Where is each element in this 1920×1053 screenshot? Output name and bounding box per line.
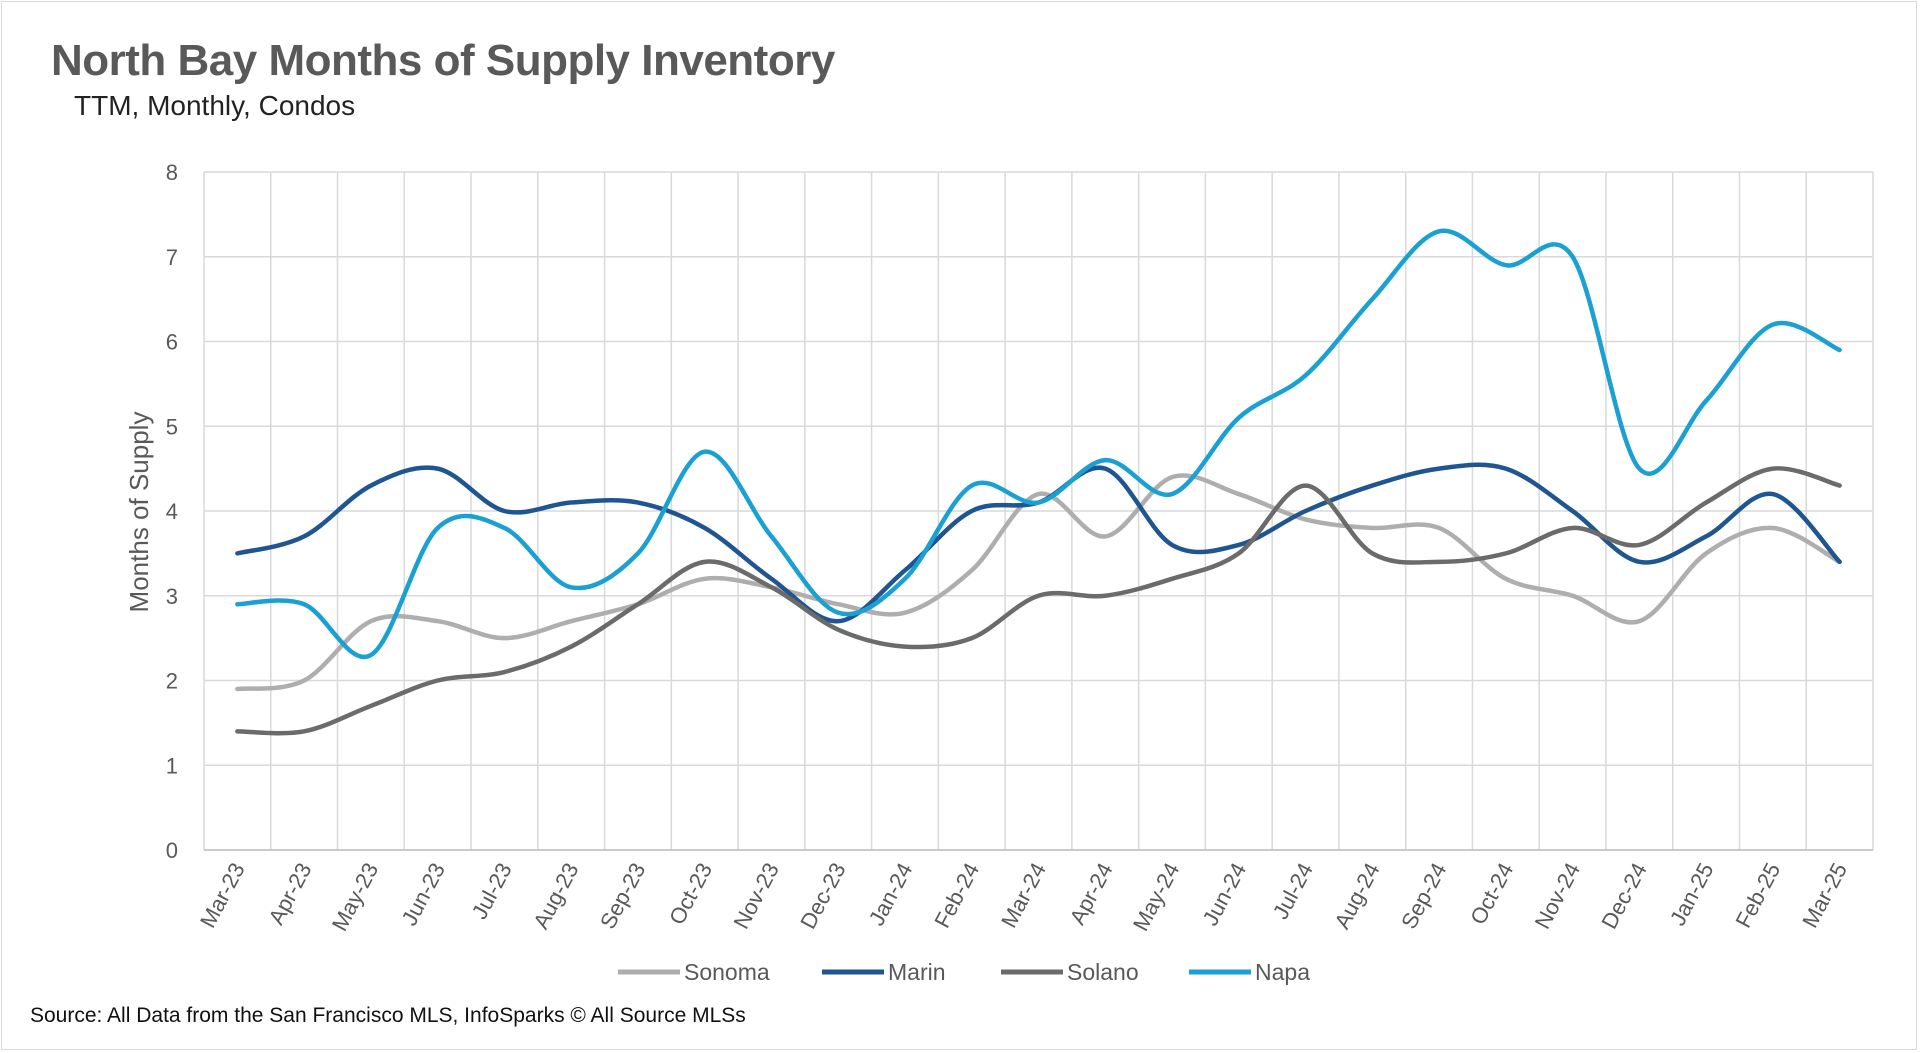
legend-label-marin: Marin [888,959,946,985]
x-tick-label: Dec-24 [1596,859,1651,933]
series-lines [235,228,1842,736]
x-tick-label: Mar-23 [195,859,250,932]
y-tick-label: 8 [166,160,178,185]
chart-subtitle: TTM, Monthly, Condos [74,90,356,121]
source-note: Source: All Data from the San Francisco … [30,1004,746,1027]
x-tick-label: Dec-23 [795,859,850,933]
x-tick-label: Jul-24 [1268,859,1318,924]
x-tick-label: Nov-23 [729,859,784,933]
x-tick-label: Jul-23 [467,859,517,924]
legend-label-sonoma: Sonoma [684,959,770,985]
x-tick-label: May-23 [327,859,384,936]
y-tick-label: 5 [166,414,178,439]
y-tick-label: 1 [166,753,178,778]
y-axis-title: Months of Supply [124,412,154,613]
series-line-solano [235,466,1842,736]
x-tick-label: Feb-25 [1730,859,1785,932]
x-tick-label: Aug-24 [1329,859,1384,933]
gridlines [203,171,1874,851]
x-tick-label: Jan-24 [864,859,918,930]
x-tick-label: Oct-23 [664,859,717,929]
series-line-sonoma [235,473,1842,692]
x-tick-label: Jun-24 [1198,859,1252,930]
legend: Sonoma Marin Solano Napa [618,959,1310,985]
x-tick-label: May-24 [1128,859,1185,936]
x-tick-label: Aug-23 [528,859,583,933]
x-tick-label: Oct-24 [1465,859,1518,929]
series-line-napa [235,228,1842,660]
y-tick-label: 3 [166,584,178,609]
x-tick-label: Sep-24 [1396,859,1451,933]
y-tick-label: 0 [166,838,178,863]
x-tick-label: Apr-24 [1065,859,1118,929]
y-tick-label: 2 [166,669,178,694]
x-tick-label: Jun-23 [396,859,450,930]
x-tick-label: Sep-23 [595,859,650,933]
y-axis-ticks: 0 1 2 3 4 5 6 7 8 [166,160,178,863]
legend-label-solano: Solano [1067,959,1139,985]
y-tick-label: 4 [166,499,178,524]
x-tick-label: Apr-23 [263,859,316,929]
legend-label-napa: Napa [1255,959,1310,985]
y-tick-label: 6 [166,330,178,355]
y-tick-label: 7 [166,245,178,270]
x-tick-label: Jan-25 [1665,859,1719,930]
chart-title: North Bay Months of Supply Inventory [51,36,835,85]
x-tick-label: Mar-25 [1797,859,1852,932]
x-axis-ticks: Mar-23 Apr-23 May-23 Jun-23 Jul-23 Aug-23 Sep-… [195,859,1852,936]
x-tick-label: Feb-24 [929,859,984,932]
x-tick-label: Nov-24 [1530,859,1585,933]
x-tick-label: Mar-24 [996,859,1051,932]
